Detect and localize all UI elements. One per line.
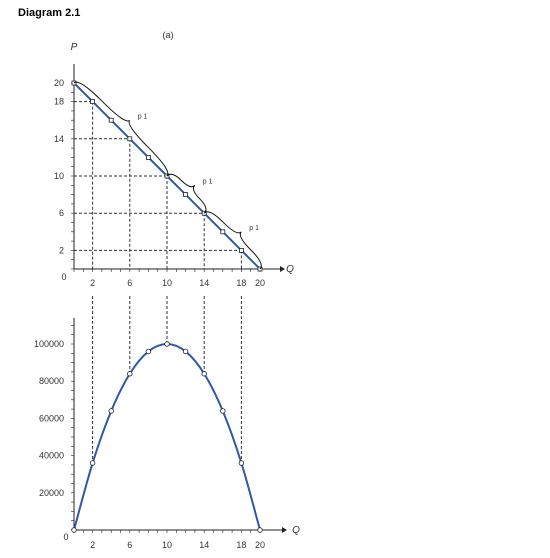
revenue-point (182, 348, 189, 355)
x-axis-arrow (280, 266, 285, 272)
y-tick-label: 18 (54, 97, 64, 107)
revenue-point (220, 408, 226, 414)
demand-point (220, 229, 226, 235)
x-axis-arrow (282, 527, 287, 533)
revenue-point (127, 371, 133, 377)
diagram-title: Diagram 2.1 (18, 7, 80, 19)
y-tick-label: 10 (54, 171, 64, 181)
y-tick-label: 2 (59, 245, 64, 255)
x-tick-label: 14 (199, 278, 209, 288)
revenue-point (89, 460, 96, 466)
x-tick-label: 10 (162, 278, 172, 288)
price-quantity-chart: P Q 0 20 18 14 10 6 2 2 6 10 14 18 20 p 1 p 1 p 1 (54, 42, 294, 288)
x-tick-label: 14 (199, 540, 209, 550)
x-tick-label: 2 (90, 278, 95, 288)
demand-point (183, 192, 189, 198)
origin-label: 0 (63, 532, 68, 542)
panel-label: (a) (163, 30, 174, 40)
origin-label: 0 (61, 272, 66, 282)
y-tick-label: 20 (54, 78, 64, 88)
revenue-point (145, 348, 152, 355)
x-tick-label: 2 (90, 540, 95, 550)
x-tick-label: 6 (127, 540, 132, 550)
x-tick-label: 20 (255, 278, 265, 288)
segment-brace (73, 81, 169, 177)
x-tick-label: 18 (236, 540, 246, 550)
demand-point (145, 154, 151, 160)
y-tick-label: 80000 (39, 376, 64, 386)
x-tick-label: 6 (127, 278, 132, 288)
revenue-curve (73, 342, 261, 531)
revenue-point (257, 527, 263, 533)
x-axis-label: Q (292, 525, 300, 536)
y-tick-label: 60000 (39, 413, 64, 423)
revenue-chart: Q 0 100000 80000 60000 40000 20000 2 6 10 14 18 20 (34, 296, 300, 550)
x-tick-label: 20 (255, 540, 265, 550)
segment-brace (203, 211, 262, 270)
revenue-point (238, 460, 245, 466)
x-tick-label: 18 (236, 278, 246, 288)
segment-brace (166, 173, 207, 214)
demand-point (238, 247, 244, 253)
brace-label: p 1 (249, 225, 259, 232)
demand-point (127, 136, 133, 142)
x-axis-label: Q (286, 264, 294, 275)
y-tick-label: 6 (59, 208, 64, 218)
y-tick-label: 14 (54, 134, 64, 144)
y-tick-label: 20000 (39, 488, 64, 498)
demand-point (108, 117, 114, 123)
brace-label: p 1 (203, 178, 213, 185)
y-tick-label: 100000 (34, 339, 64, 349)
y-tick-label: 40000 (39, 451, 64, 461)
demand-point (90, 99, 95, 104)
brace-label: p 1 (138, 113, 148, 120)
revenue-point (164, 341, 170, 347)
revenue-point (108, 408, 114, 414)
x-tick-label: 10 (162, 540, 172, 550)
revenue-point (201, 371, 207, 377)
y-axis-label: P (71, 42, 78, 53)
revenue-point (71, 527, 77, 533)
